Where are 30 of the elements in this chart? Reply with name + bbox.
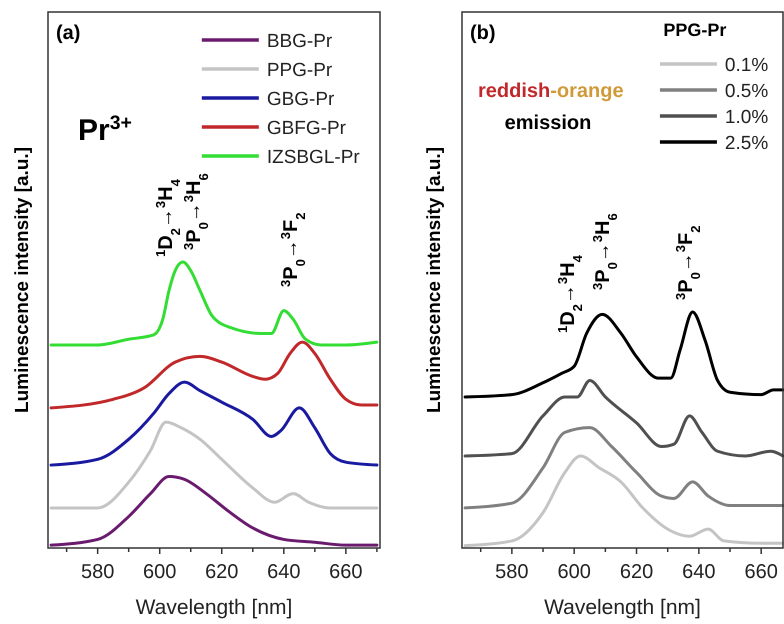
text: reddish xyxy=(478,80,550,102)
x-tick-label: 620 xyxy=(205,561,238,583)
x-tick-label: 600 xyxy=(143,561,176,583)
legend-title: PPG-Pr xyxy=(663,20,726,40)
x-tick-label: 580 xyxy=(495,561,529,583)
legend-label: IZSBGL-Pr xyxy=(266,147,360,168)
x-tick-label: 580 xyxy=(80,561,114,583)
legend-label: 1.0% xyxy=(724,107,768,128)
x-tick-label: 660 xyxy=(329,561,363,583)
legend-label: 0.1% xyxy=(724,55,768,76)
x-tick-label: 620 xyxy=(620,561,654,583)
x-tick-label: 640 xyxy=(682,561,716,583)
legend-label: GBG-Pr xyxy=(266,89,336,110)
chart-title: (b) xyxy=(470,22,496,44)
legend-label: 0.5% xyxy=(724,81,768,102)
y-axis-title: Luminescence intensity [a.u.] xyxy=(424,146,445,414)
x-axis-title: Wavelength [nm] xyxy=(136,596,292,619)
y-axis-title: Luminescence intensity [a.u.] xyxy=(12,146,33,414)
x-tick-label: 640 xyxy=(267,561,300,583)
x-tick-label: 600 xyxy=(558,561,591,583)
x-tick-label: 660 xyxy=(744,561,778,583)
chart-title: (a) xyxy=(56,22,80,44)
legend-label: GBFG-Pr xyxy=(266,118,347,139)
text: -orange xyxy=(550,80,624,102)
x-axis-title: Wavelength [nm] xyxy=(544,596,701,619)
text: Pr$^{3+}$ xyxy=(78,112,132,147)
legend-label: PPG-Pr xyxy=(266,60,333,81)
legend-label: BBG-Pr xyxy=(266,31,333,52)
text: emission xyxy=(504,112,592,134)
legend-label: 2.5% xyxy=(724,133,768,154)
